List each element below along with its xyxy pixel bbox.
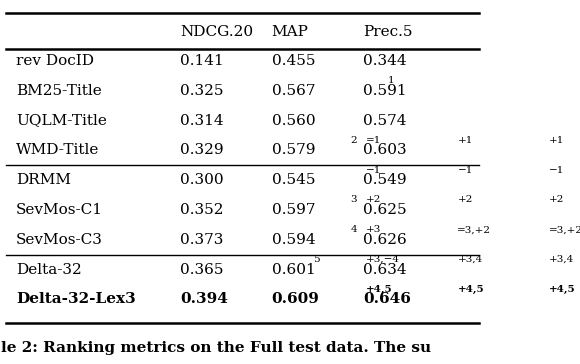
Text: 0.373: 0.373	[180, 233, 223, 247]
Text: =3,+2: =3,+2	[549, 225, 580, 234]
Text: 0.329: 0.329	[180, 143, 223, 157]
Text: 0.646: 0.646	[363, 292, 411, 306]
Text: 1: 1	[387, 76, 394, 85]
Text: +3,4: +3,4	[458, 255, 483, 264]
Text: +3,4: +3,4	[549, 255, 574, 264]
Text: 0.594: 0.594	[271, 233, 316, 247]
Text: Prec.5: Prec.5	[363, 25, 413, 39]
Text: Delta-32: Delta-32	[16, 262, 82, 277]
Text: 0.591: 0.591	[363, 84, 407, 98]
Text: 0.455: 0.455	[271, 54, 315, 68]
Text: 0.352: 0.352	[180, 203, 223, 217]
Text: =1: =1	[366, 136, 381, 145]
Text: 0.344: 0.344	[363, 54, 407, 68]
Text: 0.609: 0.609	[271, 292, 320, 306]
Text: 3: 3	[350, 195, 357, 204]
Text: +4,5: +4,5	[458, 285, 484, 294]
Text: +4,5: +4,5	[549, 285, 576, 294]
Text: MAP: MAP	[271, 25, 309, 39]
Text: BM25-Title: BM25-Title	[16, 84, 101, 98]
Text: −1: −1	[458, 166, 473, 175]
Text: 0.625: 0.625	[363, 203, 407, 217]
Text: NDCG.20: NDCG.20	[180, 25, 253, 39]
Text: −1: −1	[549, 166, 564, 175]
Text: 0.579: 0.579	[271, 143, 315, 157]
Text: le 2: Ranking metrics on the Full test data. The su: le 2: Ranking metrics on the Full test d…	[1, 341, 432, 355]
Text: 4: 4	[350, 225, 357, 234]
Text: 0.545: 0.545	[271, 173, 315, 187]
Text: 2: 2	[350, 136, 357, 145]
Text: +3: +3	[366, 225, 381, 234]
Text: =3,+2: =3,+2	[458, 225, 491, 234]
Text: 0.549: 0.549	[363, 173, 407, 187]
Text: +1: +1	[549, 136, 564, 145]
Text: 0.574: 0.574	[363, 114, 407, 128]
Text: Delta-32-Lex3: Delta-32-Lex3	[16, 292, 136, 306]
Text: +4,5: +4,5	[366, 285, 392, 294]
Text: 0.141: 0.141	[180, 54, 224, 68]
Text: +2: +2	[366, 195, 381, 204]
Text: 0.567: 0.567	[271, 84, 315, 98]
Text: 0.325: 0.325	[180, 84, 223, 98]
Text: 5: 5	[313, 255, 320, 264]
Text: +1: +1	[458, 136, 473, 145]
Text: 0.365: 0.365	[180, 262, 223, 277]
Text: +2: +2	[458, 195, 473, 204]
Text: −1: −1	[366, 166, 381, 175]
Text: 0.634: 0.634	[363, 262, 407, 277]
Text: 0.314: 0.314	[180, 114, 223, 128]
Text: 0.394: 0.394	[180, 292, 228, 306]
Text: rev DocID: rev DocID	[16, 54, 94, 68]
Text: +2: +2	[549, 195, 564, 204]
Text: 0.560: 0.560	[271, 114, 316, 128]
Text: DRMM: DRMM	[16, 173, 71, 187]
Text: SevMos-C1: SevMos-C1	[16, 203, 103, 217]
Text: 0.597: 0.597	[271, 203, 315, 217]
Text: 0.300: 0.300	[180, 173, 223, 187]
Text: 0.603: 0.603	[363, 143, 407, 157]
Text: UQLM-Title: UQLM-Title	[16, 114, 107, 128]
Text: 0.601: 0.601	[271, 262, 316, 277]
Text: WMD-Title: WMD-Title	[16, 143, 99, 157]
Text: 0.626: 0.626	[363, 233, 407, 247]
Text: +3,−4: +3,−4	[366, 255, 400, 264]
Text: SevMos-C3: SevMos-C3	[16, 233, 103, 247]
